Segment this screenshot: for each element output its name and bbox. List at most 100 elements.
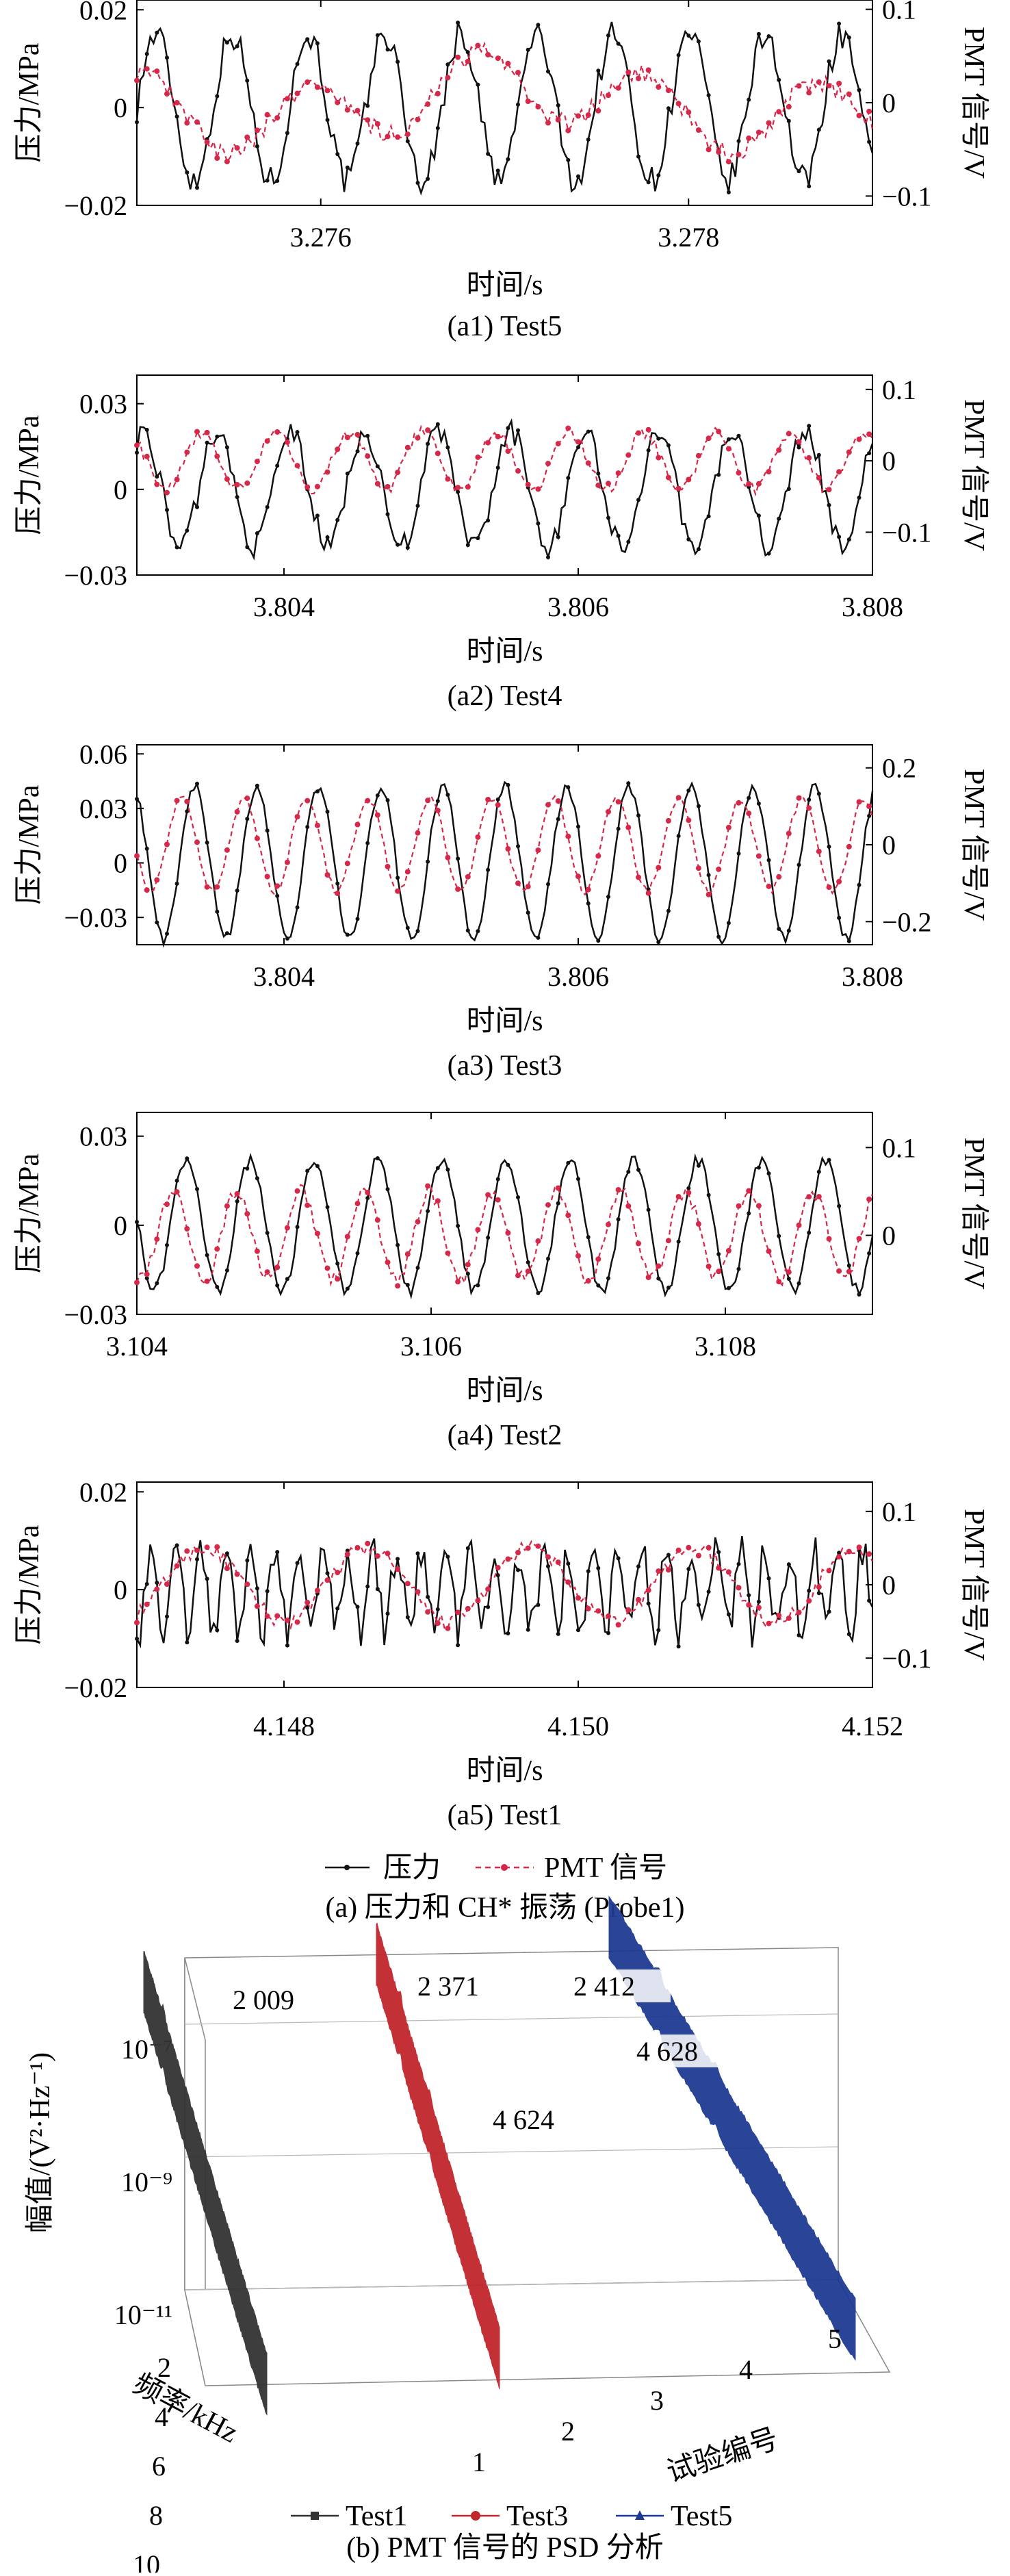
pressure-point <box>445 62 450 67</box>
peak-label: 4 624 <box>493 2104 554 2135</box>
pmt-point <box>214 1246 220 1252</box>
pmt-point <box>796 439 802 445</box>
pressure-point <box>295 1225 300 1229</box>
pressure-point <box>375 33 380 38</box>
pressure-point <box>375 793 380 798</box>
pressure-point <box>285 1643 289 1648</box>
pressure-point <box>616 826 621 831</box>
pressure-point <box>566 157 571 162</box>
pmt-point <box>615 799 621 805</box>
pmt-point <box>144 1601 150 1607</box>
pmt-point <box>154 1236 160 1242</box>
pressure-point <box>646 1601 651 1606</box>
pmt-point <box>204 884 210 890</box>
pressure-point <box>174 114 179 119</box>
y-tick-label-right: 0 <box>882 446 896 476</box>
pmt-point <box>575 439 581 445</box>
psd-ribbon-test5 <box>608 1896 856 2361</box>
pressure-point <box>415 503 420 508</box>
pmt-point <box>786 1269 792 1275</box>
y-axis-label: 试验编号 <box>663 2423 782 2489</box>
y-tick-label: 5 <box>828 2323 842 2354</box>
pmt-point <box>766 1248 772 1254</box>
y-tick-label-right: 0 <box>882 88 896 118</box>
pmt-point <box>545 1202 551 1208</box>
pmt-point <box>545 802 551 808</box>
pmt-point <box>846 843 852 850</box>
pressure-point <box>846 939 851 943</box>
pmt-point <box>796 83 802 89</box>
pressure-point <box>396 60 400 64</box>
pressure-point <box>325 118 330 123</box>
pmt-point <box>305 1202 311 1208</box>
panel-a5: 4.148 4.150 4.152 −0.02 0 0.02 −0.1 0 0.1 压力/MPa P… <box>14 1477 989 1831</box>
y-tick-label-right: 0.2 <box>882 753 916 784</box>
pressure-point <box>255 783 259 788</box>
pmt-point <box>755 129 762 136</box>
pmt-point <box>836 878 842 884</box>
pmt-point <box>786 431 792 437</box>
pressure-point <box>526 910 530 915</box>
pmt-point <box>164 1201 170 1208</box>
pressure-point <box>405 926 410 930</box>
pressure-point <box>606 515 610 520</box>
pmt-point <box>866 803 872 809</box>
pressure-point <box>245 1166 250 1171</box>
pressure-point <box>235 1639 239 1643</box>
pmt-point <box>686 1544 692 1551</box>
pressure-point <box>807 184 812 189</box>
pmt-point <box>204 429 210 435</box>
pressure-point <box>224 1551 229 1556</box>
x-tick-label: 3.106 <box>400 1331 462 1362</box>
pressure-point <box>144 1581 149 1586</box>
pmt-point <box>836 1268 842 1274</box>
pmt-point <box>776 1279 782 1285</box>
panel-a3: 3.804 3.806 3.808 −0.03 0 0.03 0.06 −0.2 0 0.2 压力/… <box>14 739 989 1082</box>
y-tick-label-left: −0.03 <box>64 1299 127 1330</box>
y-tick-label: 4 <box>739 2354 753 2385</box>
pmt-point <box>656 1263 662 1269</box>
pmt-point <box>565 1212 571 1219</box>
pressure-point <box>305 825 310 829</box>
pmt-point <box>224 1203 230 1209</box>
pmt-point <box>244 134 250 140</box>
pressure-point <box>215 909 220 914</box>
pressure-point <box>686 1186 691 1190</box>
pressure-point <box>325 535 330 539</box>
psd-ribbon-test3 <box>376 1922 500 2390</box>
y-tick-label-right: −0.1 <box>882 1643 932 1674</box>
pressure-point <box>536 521 541 526</box>
pressure-point <box>456 489 461 494</box>
pressure-point <box>696 39 701 44</box>
pressure-point <box>365 841 370 845</box>
pressure-point <box>215 1628 220 1633</box>
pmt-point <box>565 833 571 839</box>
x-tick-label: 3.806 <box>547 591 609 622</box>
pressure-point <box>385 1187 390 1192</box>
pressure-point <box>465 1271 470 1276</box>
pmt-point <box>856 799 862 805</box>
pmt-point <box>184 120 190 126</box>
pmt-point <box>606 92 611 99</box>
peak-label-bg <box>227 1983 330 2016</box>
pmt-point <box>716 149 722 155</box>
pressure-point <box>224 1268 229 1273</box>
legend-a: 压力 PMT 信号 <box>325 1852 667 1884</box>
legend-pressure-label: 压力 <box>383 1852 441 1884</box>
pmt-point <box>656 455 662 461</box>
pmt-point <box>535 103 541 110</box>
pmt-point <box>234 1190 240 1197</box>
panel-caption: (a3) Test3 <box>448 1050 562 1082</box>
pmt-point <box>385 863 391 869</box>
pmt-point <box>344 860 350 867</box>
pressure-point <box>144 1276 149 1281</box>
series-pressure-line <box>135 1152 874 1300</box>
pressure-point <box>596 471 601 476</box>
pressure-point <box>465 543 470 548</box>
y-tick-label-left: 0 <box>114 1574 127 1605</box>
pmt-point <box>314 1587 320 1594</box>
pmt-point <box>545 120 551 126</box>
x-tick-label: 3.808 <box>842 961 903 992</box>
pressure-point <box>616 1217 621 1222</box>
y-tick-label-left: −0.02 <box>64 1672 127 1703</box>
